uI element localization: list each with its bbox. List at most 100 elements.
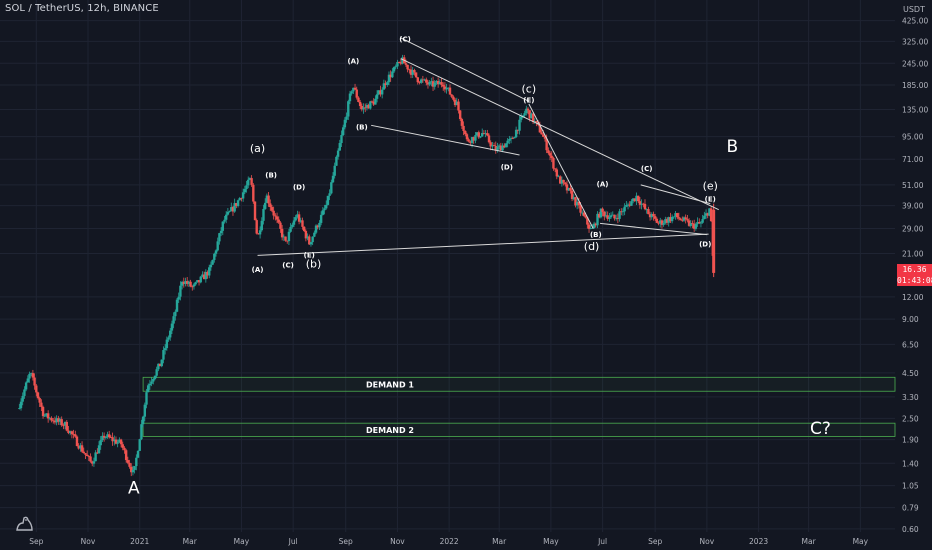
candle-body bbox=[235, 203, 238, 206]
candle-body bbox=[309, 242, 313, 245]
candle-body bbox=[53, 420, 57, 423]
candle-body bbox=[431, 81, 435, 87]
candle-body bbox=[520, 116, 523, 120]
candle-body bbox=[182, 281, 185, 284]
candle-body bbox=[62, 425, 65, 427]
trendline bbox=[528, 103, 594, 229]
y-tick-label: 245.00 bbox=[902, 59, 928, 68]
candle-body bbox=[355, 89, 358, 98]
candle-body bbox=[596, 213, 599, 226]
candle-body bbox=[377, 90, 380, 95]
bar-countdown: 01:43:08 bbox=[897, 276, 932, 285]
candle-body bbox=[408, 69, 411, 71]
candle-body bbox=[625, 204, 628, 207]
candle-body bbox=[201, 274, 204, 277]
candle-body bbox=[67, 430, 70, 434]
candle-body bbox=[506, 140, 509, 144]
candle-body bbox=[28, 373, 31, 379]
candle-body bbox=[308, 236, 311, 245]
candle-body bbox=[469, 141, 472, 143]
tradingview-logo-icon[interactable] bbox=[14, 512, 36, 534]
candle-body bbox=[169, 330, 172, 338]
candle-body bbox=[637, 195, 640, 202]
candle-body bbox=[416, 77, 419, 83]
candle-body bbox=[262, 208, 265, 221]
candle-body bbox=[430, 81, 433, 83]
candle-body bbox=[648, 214, 652, 218]
candle-body bbox=[109, 437, 113, 438]
candle-body bbox=[204, 271, 208, 280]
candle-body bbox=[158, 363, 162, 367]
candle-body bbox=[508, 139, 511, 141]
trendline bbox=[400, 58, 719, 211]
candle-body bbox=[679, 218, 682, 221]
wave-label: (e) bbox=[703, 180, 718, 193]
candle-body bbox=[528, 110, 531, 119]
demand-zone-label: DEMAND 1 bbox=[366, 380, 414, 389]
candle-body bbox=[52, 420, 55, 422]
candle-body bbox=[372, 101, 375, 105]
candle-body bbox=[419, 79, 423, 83]
candle-body bbox=[111, 437, 114, 442]
candle-body bbox=[569, 187, 572, 191]
candle-body bbox=[208, 267, 211, 276]
candle-body bbox=[314, 225, 318, 233]
candle-body bbox=[57, 418, 60, 422]
candle-body bbox=[428, 81, 431, 85]
candle-body bbox=[274, 215, 277, 217]
candle-body bbox=[338, 143, 341, 151]
x-tick-label: May bbox=[853, 537, 869, 546]
candle-body bbox=[633, 198, 637, 202]
symbol-header[interactable]: SOL / TetherUS, 12h, BINANCE bbox=[5, 3, 159, 14]
wave-label: (B) bbox=[265, 172, 277, 180]
candle-body bbox=[230, 207, 233, 212]
candle-body bbox=[236, 200, 240, 206]
candle-body bbox=[570, 190, 574, 200]
candle-body bbox=[628, 204, 631, 206]
candle-body bbox=[165, 339, 169, 349]
price-candles bbox=[18, 54, 716, 477]
y-tick-label: 1.40 bbox=[902, 459, 919, 468]
candle-body bbox=[87, 456, 91, 457]
candle-body bbox=[224, 214, 228, 220]
candle-body bbox=[257, 233, 260, 235]
candle-body bbox=[321, 210, 325, 215]
candle-body bbox=[184, 281, 187, 284]
candle-body bbox=[657, 222, 660, 224]
candle-body bbox=[63, 421, 67, 426]
candle-body bbox=[706, 213, 709, 216]
candle-body bbox=[589, 228, 592, 229]
candle-body bbox=[638, 201, 642, 205]
candle-body bbox=[340, 135, 343, 144]
candle-body bbox=[68, 431, 72, 434]
candle-body bbox=[331, 175, 335, 183]
candle-body bbox=[531, 113, 535, 122]
y-tick-label: 425.00 bbox=[902, 17, 928, 26]
candle-body bbox=[55, 418, 58, 423]
candle-body bbox=[472, 137, 475, 141]
candle-body bbox=[362, 107, 365, 110]
candle-body bbox=[614, 217, 618, 219]
candle-body bbox=[687, 220, 691, 226]
candle-body bbox=[645, 209, 648, 210]
candle-body bbox=[116, 442, 119, 444]
candle-body bbox=[228, 211, 231, 213]
candle-body bbox=[263, 202, 267, 209]
candle-body bbox=[323, 208, 326, 211]
candle-body bbox=[497, 145, 501, 147]
candle-body bbox=[275, 216, 279, 220]
candle-body bbox=[145, 392, 148, 405]
wave-labels: A B C? (a) (b) (c) (d) (e) (A) (B) (C) (D) (E) (A) (B)… bbox=[128, 35, 831, 498]
candle-body bbox=[450, 94, 453, 97]
candle-body bbox=[197, 280, 201, 283]
candle-body bbox=[141, 416, 145, 425]
candle-body bbox=[341, 127, 345, 136]
y-tick-label: 0.60 bbox=[902, 525, 919, 534]
y-tick-label: 3.30 bbox=[902, 393, 919, 402]
candle-body bbox=[560, 179, 564, 184]
demand-zone bbox=[142, 376, 896, 392]
candle-body bbox=[138, 439, 141, 451]
candle-body bbox=[543, 136, 547, 139]
candle-body bbox=[572, 197, 575, 200]
